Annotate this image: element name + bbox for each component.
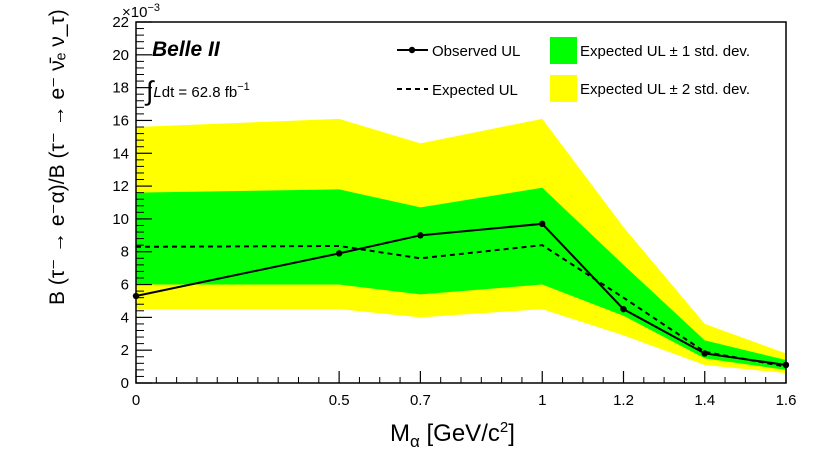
svg-text:Expected UL: Expected UL <box>432 82 518 99</box>
y-tick-label: 0 <box>121 375 129 392</box>
experiment-label: Belle II <box>152 38 221 61</box>
legend-entry-2sigma: Expected UL ± 2 std. dev. <box>550 75 750 102</box>
svg-text:Expected UL ± 2 std. dev.: Expected UL ± 2 std. dev. <box>580 81 750 98</box>
axis-ticks: 0 0.5 0.7 1 1.2 1.4 1.6 0 2 4 6 8 10 12 14 16 18 20 22 <box>112 14 796 409</box>
y-tick-label: 12 <box>112 178 129 195</box>
y-tick-label: 6 <box>121 277 129 294</box>
bands-layer <box>136 118 786 374</box>
legend-entry-observed: Observed UL <box>397 43 520 60</box>
x-tick-label: 1.6 <box>776 392 797 409</box>
x-tick-label: 1.4 <box>694 392 715 409</box>
luminosity-label: ∫Ldt = 62.8 fb−1 <box>144 76 250 106</box>
curves-layer <box>132 220 790 369</box>
x-tick-label: 1.2 <box>613 392 634 409</box>
y-tick-label: 16 <box>112 112 129 129</box>
band-1sigma <box>136 187 786 370</box>
y-tick-label: 8 <box>121 244 129 261</box>
x-tick-label: 1 <box>538 392 546 409</box>
y-exponent-label: ×10−3 <box>122 2 160 21</box>
x-tick-label: 0 <box>132 392 140 409</box>
y-tick-label: 18 <box>112 80 129 97</box>
x-tick-label: 0.7 <box>410 392 431 409</box>
y-tick-label: 22 <box>112 14 129 31</box>
observed-ul-point <box>539 220 546 228</box>
y-tick-label: 2 <box>121 342 129 359</box>
x-tick-label: 0.5 <box>329 392 350 409</box>
svg-text:Expected UL ± 1 std. dev.: Expected UL ± 1 std. dev. <box>580 43 750 60</box>
y-tick-label: 10 <box>112 211 129 228</box>
y-tick-label: 20 <box>112 47 129 64</box>
svg-text:Observed UL: Observed UL <box>432 43 520 60</box>
observed-ul-point <box>335 250 343 257</box>
y-axis-label: B (τ⁻ → e⁻α)/B (τ⁻ → e⁻ ν̄ₑ ν_τ) <box>46 9 69 305</box>
observed-ul-point <box>620 305 627 313</box>
legend: Observed UL Expected UL Expected UL ± 1 … <box>397 37 750 102</box>
expected-ul-line <box>135 244 787 368</box>
legend-entry-1sigma: Expected UL ± 1 std. dev. <box>550 37 750 64</box>
y-tick-label: 14 <box>112 145 129 162</box>
legend-entry-expected: Expected UL <box>397 82 518 99</box>
observed-ul-point <box>417 232 424 239</box>
x-axis-label: Mα [GeV/c2] <box>390 419 515 451</box>
y-tick-label: 4 <box>121 309 129 326</box>
